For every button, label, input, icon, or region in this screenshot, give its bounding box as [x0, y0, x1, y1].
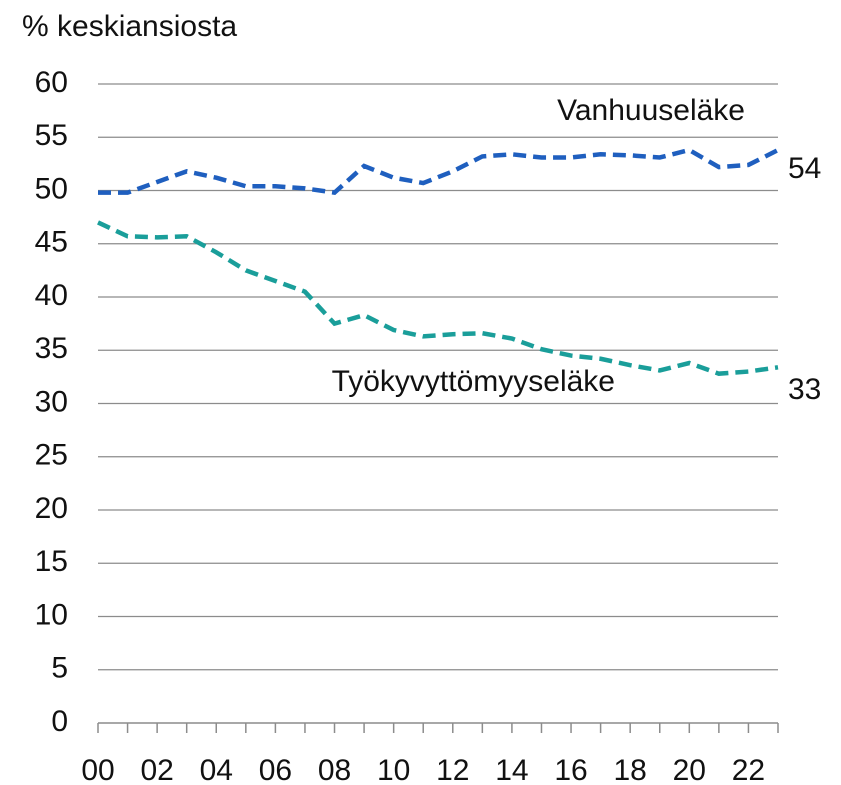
value-label: 33 [788, 373, 821, 406]
y-tick-label: 0 [51, 705, 68, 738]
x-tick-label: 20 [673, 754, 706, 785]
series-label: Työkyvyttömyyseläke [332, 365, 615, 398]
x-tick-label: 12 [436, 754, 469, 785]
x-tick-label: 10 [377, 754, 410, 785]
y-tick-label: 50 [35, 172, 68, 205]
x-tick-label: 00 [81, 754, 114, 785]
y-tick-label: 5 [51, 652, 68, 685]
value-label: 54 [788, 152, 821, 185]
y-tick-label: 15 [35, 545, 68, 578]
y-tick-label: 25 [35, 439, 68, 472]
x-tick-label: 18 [613, 754, 646, 785]
y-tick-label: 30 [35, 385, 68, 418]
series-label: Vanhuuseläke [557, 94, 745, 127]
y-tick-label: 35 [35, 332, 68, 365]
y-tick-label: 20 [35, 492, 68, 525]
x-tick-label: 16 [554, 754, 587, 785]
x-tick-label: 08 [318, 754, 351, 785]
y-tick-label: 60 [35, 66, 68, 99]
y-axis-title: % keskiansiosta [22, 10, 237, 43]
x-tick-label: 02 [140, 754, 173, 785]
y-tick-label: 45 [35, 226, 68, 259]
x-tick-label: 06 [259, 754, 292, 785]
x-tick-label: 14 [495, 754, 528, 785]
line-series [97, 220, 779, 376]
line-series [98, 147, 780, 196]
x-tick-label: 04 [200, 754, 233, 785]
y-tick-label: 55 [35, 119, 68, 152]
y-tick-label: 40 [35, 279, 68, 312]
x-tick-label: 22 [732, 754, 765, 785]
y-tick-label: 10 [35, 598, 68, 631]
